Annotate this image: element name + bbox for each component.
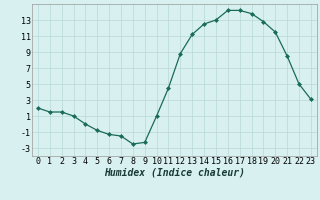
X-axis label: Humidex (Indice chaleur): Humidex (Indice chaleur): [104, 168, 245, 178]
